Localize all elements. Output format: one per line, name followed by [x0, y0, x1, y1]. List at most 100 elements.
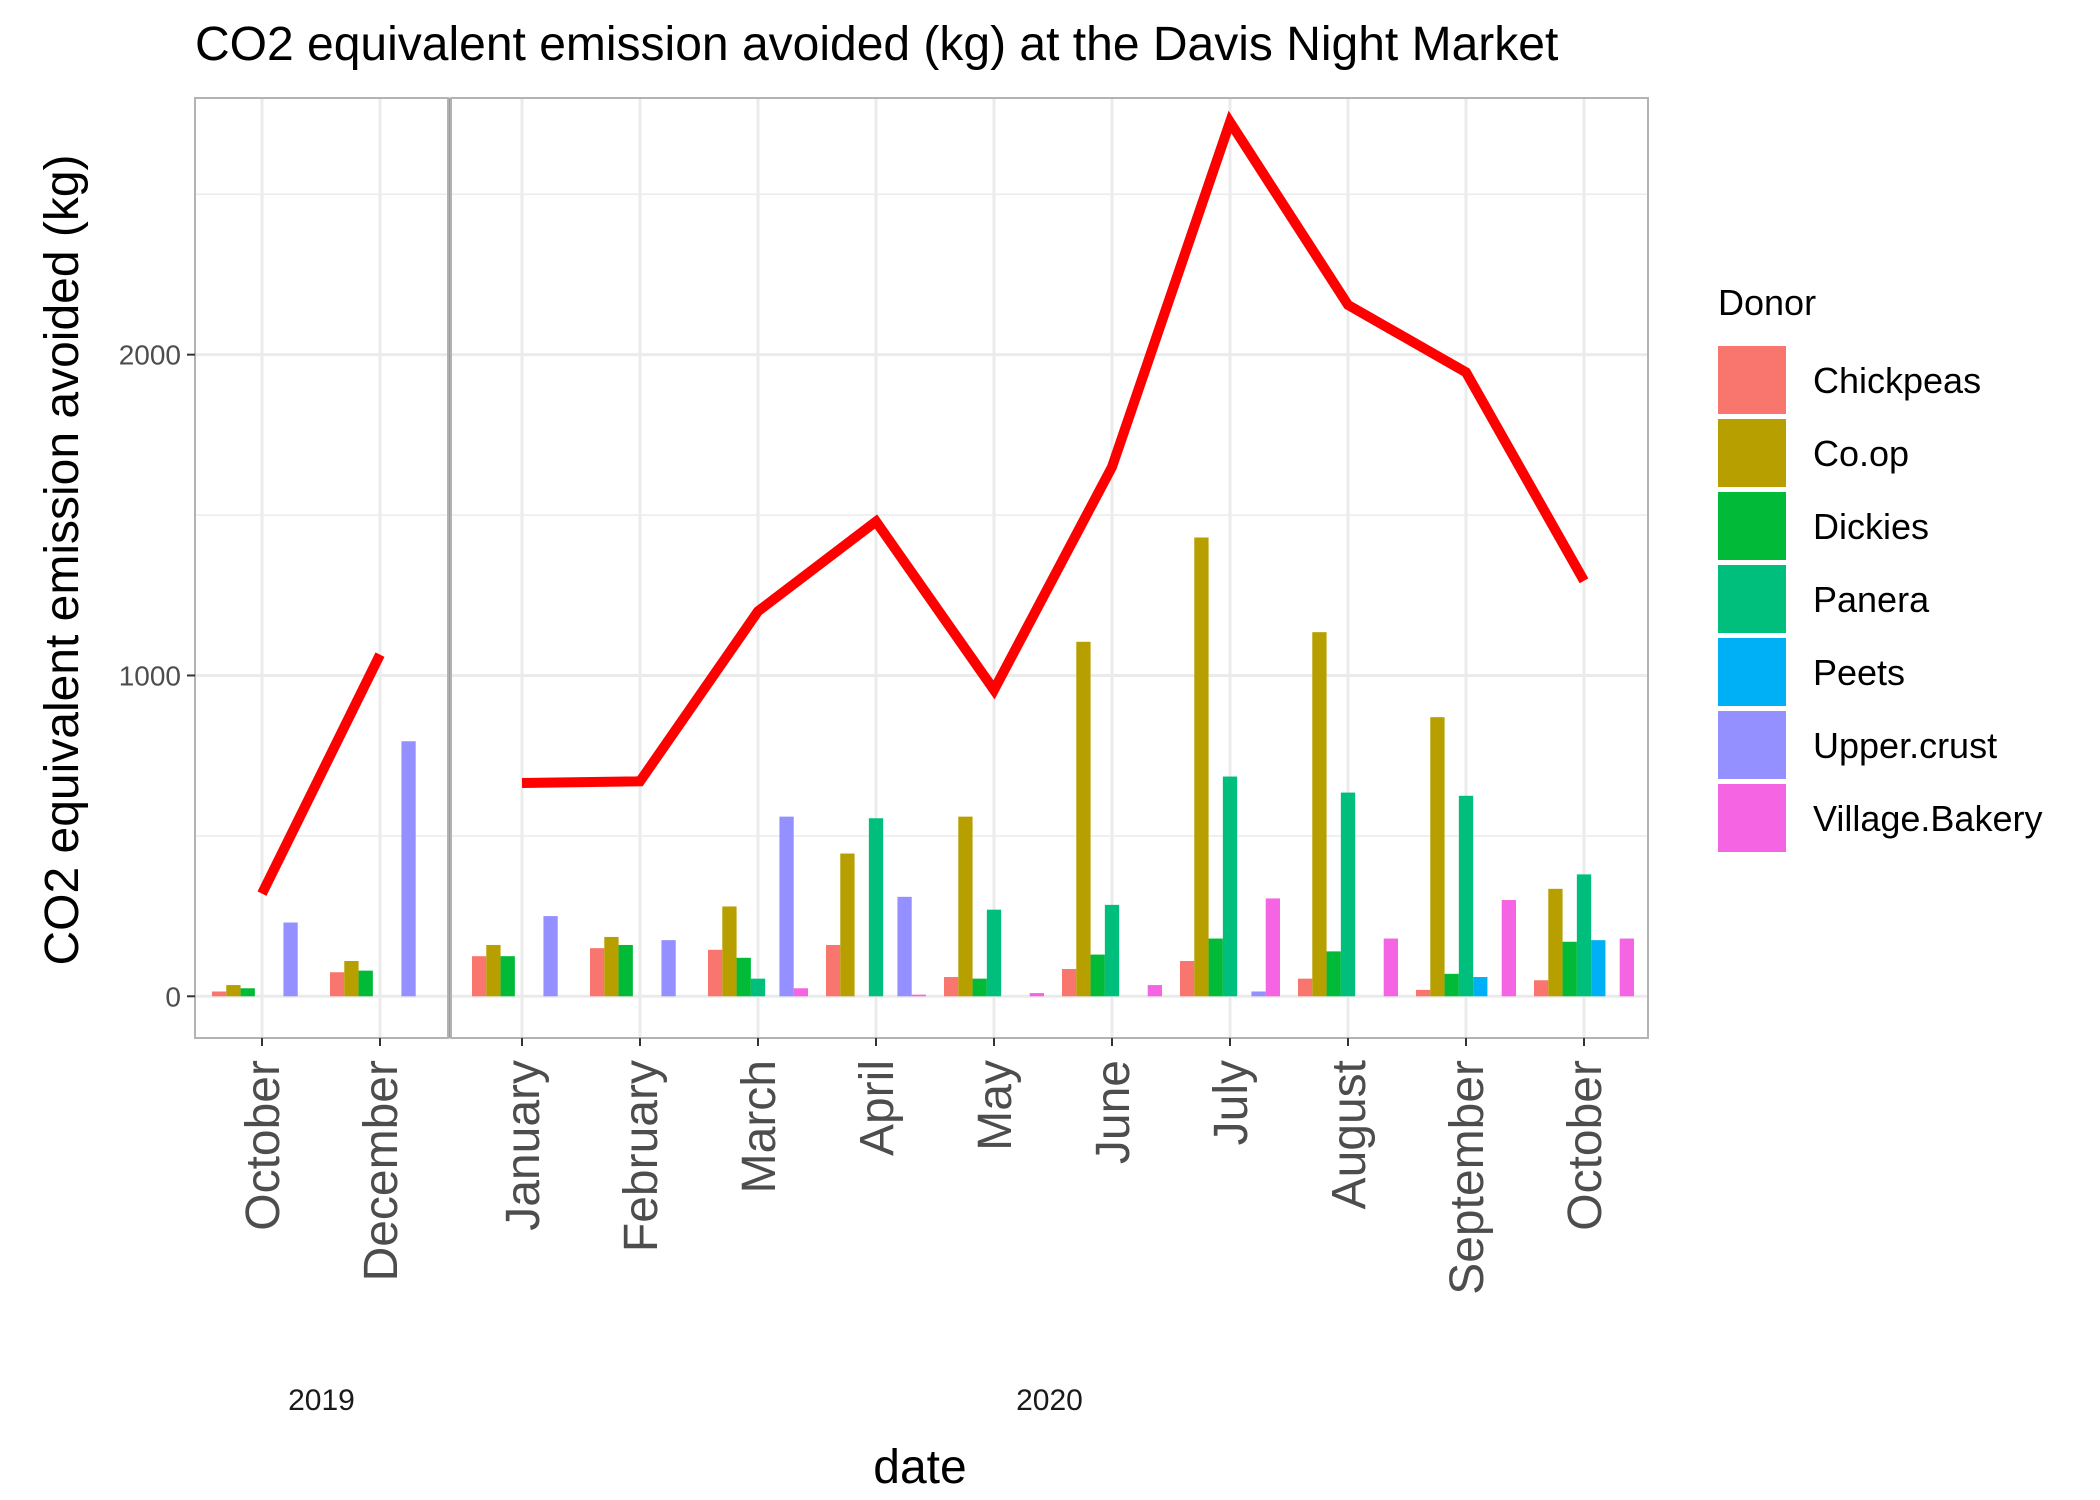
y-tick-label: 0	[165, 981, 181, 1012]
legend: Chickpeas Co.op Dickies Panera Peets Upper.cr…	[1718, 346, 2042, 852]
bar-Peets-10	[1473, 977, 1488, 997]
bar-Upper.crust-3	[661, 940, 676, 997]
bar-Upper.crust-8	[1251, 991, 1266, 997]
bar-Chickpeas-9	[1298, 978, 1313, 997]
bar-Upper.crust-4	[779, 816, 794, 997]
panel-frame-2020	[450, 97, 1649, 1039]
x-tick-label: October	[1559, 1060, 1612, 1231]
bar-Co.op-0	[226, 985, 241, 997]
chart-title: CO2 equivalent emission avoided (kg) at …	[195, 18, 1558, 71]
bar-Co.op-9	[1312, 632, 1327, 997]
bar-Dickies-4	[736, 957, 751, 997]
bar-Co.op-10	[1430, 717, 1445, 997]
bar-Chickpeas-8	[1180, 961, 1195, 997]
bar-Panera-9	[1340, 792, 1356, 997]
x-tick-label: October	[237, 1060, 290, 1231]
x-tick-label: March	[733, 1060, 786, 1193]
bar-Dickies-6	[972, 978, 987, 997]
bar-Village.Bakery-9	[1383, 938, 1398, 997]
bar-Village.Bakery-5	[911, 994, 926, 997]
total-line-2020	[521, 110, 1589, 788]
legend-label-Village.Bakery: Village.Bakery	[1813, 798, 2042, 839]
bar-Chickpeas-1	[330, 972, 345, 997]
legend-swatch-Dickies	[1718, 492, 1786, 560]
bar-Co.op-7	[1076, 641, 1091, 997]
bar-Chickpeas-2	[472, 956, 487, 997]
legend-label-Co.op: Co.op	[1813, 433, 1909, 474]
y-tick-label: 2000	[119, 340, 181, 371]
legend-label-Dickies: Dickies	[1813, 506, 1929, 547]
facet-label-2019: 2019	[288, 1384, 355, 1417]
bar-Dickies-2	[500, 956, 515, 997]
bar-Panera-4	[750, 978, 766, 997]
x-tick-label: July	[1205, 1060, 1258, 1145]
bar-Dickies-11	[1562, 941, 1577, 997]
bar-Co.op-6	[958, 816, 973, 997]
bar-Chickpeas-3	[590, 948, 605, 997]
bar-Upper.crust-5	[897, 896, 912, 997]
bar-Dickies-8	[1208, 938, 1223, 997]
total-line-2019	[257, 652, 385, 896]
x-tick-label: May	[969, 1060, 1022, 1151]
bar-Dickies-1	[358, 970, 373, 997]
panel-2020	[451, 98, 1648, 1038]
legend-swatch-Co.op	[1718, 419, 1786, 487]
x-tick-label: April	[851, 1060, 904, 1156]
bar-Panera-11	[1576, 874, 1592, 997]
bar-Peets-11	[1591, 940, 1606, 997]
legend-swatch-Village.Bakery	[1718, 784, 1786, 852]
bar-Co.op-5	[840, 853, 855, 997]
bar-Chickpeas-7	[1062, 969, 1077, 997]
bar-Chickpeas-5	[826, 944, 841, 997]
legend-swatch-Peets	[1718, 638, 1786, 706]
panel-frame-2019	[194, 97, 449, 1039]
bar-Chickpeas-4	[708, 949, 723, 997]
gridlines	[195, 98, 1648, 1038]
axes: 0 1000 2000 October December January February M…	[119, 97, 1649, 1417]
bar-Upper.crust-1	[401, 741, 416, 997]
bars	[212, 537, 1634, 997]
bar-Co.op-1	[344, 961, 359, 997]
bar-Co.op-8	[1194, 537, 1209, 997]
bar-Dickies-9	[1326, 951, 1341, 997]
x-tick-label: August	[1323, 1060, 1376, 1209]
bar-Dickies-0	[240, 988, 255, 997]
facet-label-2020: 2020	[1016, 1384, 1083, 1417]
bar-Upper.crust-0	[283, 922, 298, 997]
bar-Co.op-2	[486, 944, 501, 997]
bar-Village.Bakery-6	[1029, 993, 1044, 997]
bar-Panera-5	[868, 818, 884, 997]
bar-Panera-8	[1222, 776, 1238, 997]
bar-Chickpeas-11	[1534, 980, 1549, 997]
total-line-layer	[257, 110, 1589, 896]
legend-label-Chickpeas: Chickpeas	[1813, 360, 1981, 401]
facet-divider	[448, 98, 451, 1038]
bar-Dickies-10	[1444, 973, 1459, 997]
legend-swatch-Chickpeas	[1718, 346, 1786, 414]
bar-Village.Bakery-4	[793, 988, 808, 997]
x-tick-label: February	[615, 1060, 668, 1252]
bar-Chickpeas-6	[944, 977, 959, 997]
bar-Village.Bakery-7	[1147, 985, 1162, 997]
x-tick-label: June	[1087, 1060, 1140, 1164]
bar-Chickpeas-10	[1416, 989, 1431, 997]
bar-Dickies-7	[1090, 954, 1105, 997]
bar-Panera-6	[986, 909, 1002, 997]
bar-Village.Bakery-8	[1265, 898, 1280, 997]
legend-label-Upper.crust: Upper.crust	[1813, 725, 1997, 766]
bar-Village.Bakery-10	[1501, 900, 1516, 997]
x-tick-label: December	[355, 1060, 408, 1281]
y-tick-label: 1000	[119, 660, 181, 691]
bar-Dickies-3	[618, 944, 633, 997]
bar-Upper.crust-2	[543, 916, 558, 997]
plot-panel	[195, 98, 1648, 1038]
legend-title: Donor	[1718, 282, 1816, 323]
bar-Co.op-4	[722, 906, 737, 997]
x-tick-label: September	[1441, 1060, 1494, 1295]
bar-Chickpeas-0	[212, 991, 227, 997]
x-tick-label: January	[497, 1060, 550, 1231]
bar-Village.Bakery-11	[1619, 938, 1634, 997]
bar-Panera-10	[1458, 795, 1474, 997]
x-axis-title: date	[873, 1441, 966, 1494]
